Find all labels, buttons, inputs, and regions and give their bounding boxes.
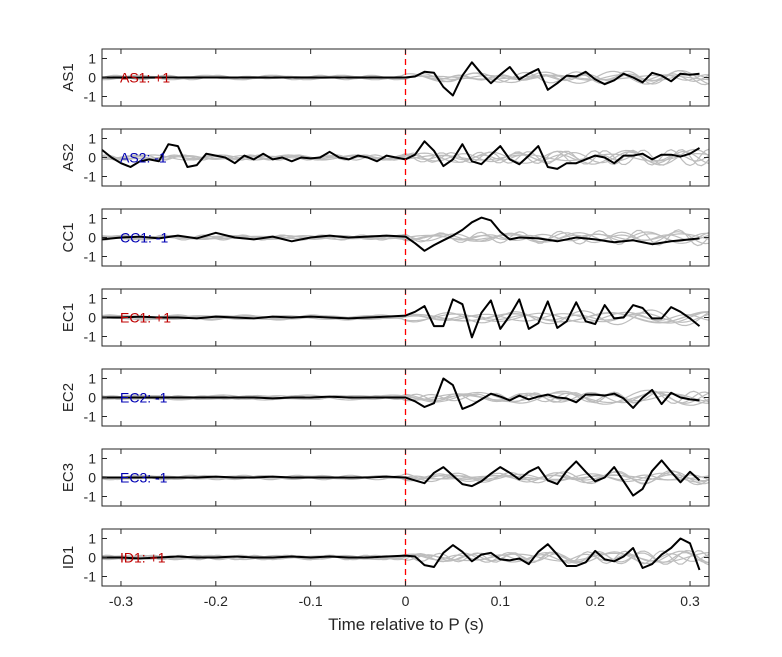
y-tick-label: -1 — [84, 569, 97, 585]
main-trace — [102, 377, 700, 410]
y-axis-title: CC1 — [60, 222, 77, 252]
y-tick-label: 0 — [88, 70, 96, 86]
y-tick-label: -1 — [84, 489, 97, 505]
y-axis-title: EC3 — [60, 463, 77, 492]
x-axis: -0.3 -0.2 -0.1 0 0.1 0.2 0.3 — [109, 593, 700, 609]
panel-ec3: 1 0 -1 EC3 EC3: -1 — [60, 448, 710, 507]
y-tick-label: -1 — [84, 329, 97, 345]
background-trace — [101, 148, 710, 167]
y-tick-label: 1 — [88, 291, 96, 307]
station-polarity-label: AS2: -1 — [120, 150, 167, 166]
main-trace — [101, 216, 700, 252]
main-trace — [102, 537, 701, 571]
panel-as2: 1 0 -1 AS2 AS2: -1 — [60, 128, 710, 187]
x-tick-label: 0.2 — [585, 593, 605, 609]
x-tick-label: -0.3 — [109, 593, 133, 609]
main-trace — [101, 140, 701, 170]
y-tick-label: -1 — [84, 89, 97, 105]
station-polarity-label: ID1: +1 — [120, 550, 166, 566]
y-tick-label: 0 — [88, 390, 96, 406]
x-tick-label: 0 — [402, 593, 410, 609]
y-tick-label: 1 — [88, 531, 96, 547]
y-tick-label: 1 — [88, 51, 96, 67]
panel-id1: 1 0 -1 ID1 ID1: +1 — [60, 528, 710, 587]
station-polarity-label: EC1: +1 — [120, 310, 171, 326]
y-tick-label: 1 — [88, 371, 96, 387]
y-tick-label: 0 — [88, 470, 96, 486]
y-tick-label: 0 — [88, 230, 96, 246]
panel-ec2: 1 0 -1 EC2 EC2: -1 — [60, 368, 710, 427]
y-tick-label: 1 — [88, 211, 96, 227]
y-tick-label: 0 — [88, 310, 96, 326]
station-polarity-label: CC1: -1 — [120, 230, 168, 246]
panels-layer: 1 0 -1 AS1 AS1: +1 1 0 -1 AS2 AS2: -1 1 0 -1 CC1 CC1: … — [60, 48, 710, 587]
main-trace — [405, 61, 700, 97]
station-polarity-label: AS1: +1 — [120, 70, 170, 86]
main-trace — [102, 298, 701, 339]
y-axis-title: EC1 — [60, 303, 77, 332]
y-tick-label: -1 — [84, 169, 97, 185]
y-tick-label: 0 — [88, 550, 96, 566]
y-tick-label: -1 — [84, 249, 97, 265]
x-tick-label: 0.1 — [491, 593, 511, 609]
y-axis-title: ID1 — [60, 546, 77, 569]
y-axis-title: AS2 — [60, 143, 77, 171]
x-tick-label: -0.1 — [299, 593, 323, 609]
y-axis-title: AS1 — [60, 63, 77, 91]
station-polarity-label: EC2: -1 — [120, 390, 168, 406]
station-polarity-label: EC3: -1 — [120, 470, 168, 486]
panel-ec1: 1 0 -1 EC1 EC1: +1 — [60, 288, 710, 347]
y-tick-label: -1 — [84, 409, 97, 425]
y-tick-label: 1 — [88, 451, 96, 467]
y-axis-title: EC2 — [60, 383, 77, 412]
y-tick-label: 0 — [88, 150, 96, 166]
y-tick-label: 1 — [88, 131, 96, 147]
panel-cc1: 1 0 -1 CC1 CC1: -1 — [60, 208, 710, 267]
x-axis-title: Time relative to P (s) — [328, 615, 484, 634]
panel-as1: 1 0 -1 AS1 AS1: +1 — [60, 48, 710, 107]
x-tick-label: 0.3 — [680, 593, 700, 609]
main-trace — [102, 459, 701, 497]
x-tick-label: -0.2 — [204, 593, 228, 609]
